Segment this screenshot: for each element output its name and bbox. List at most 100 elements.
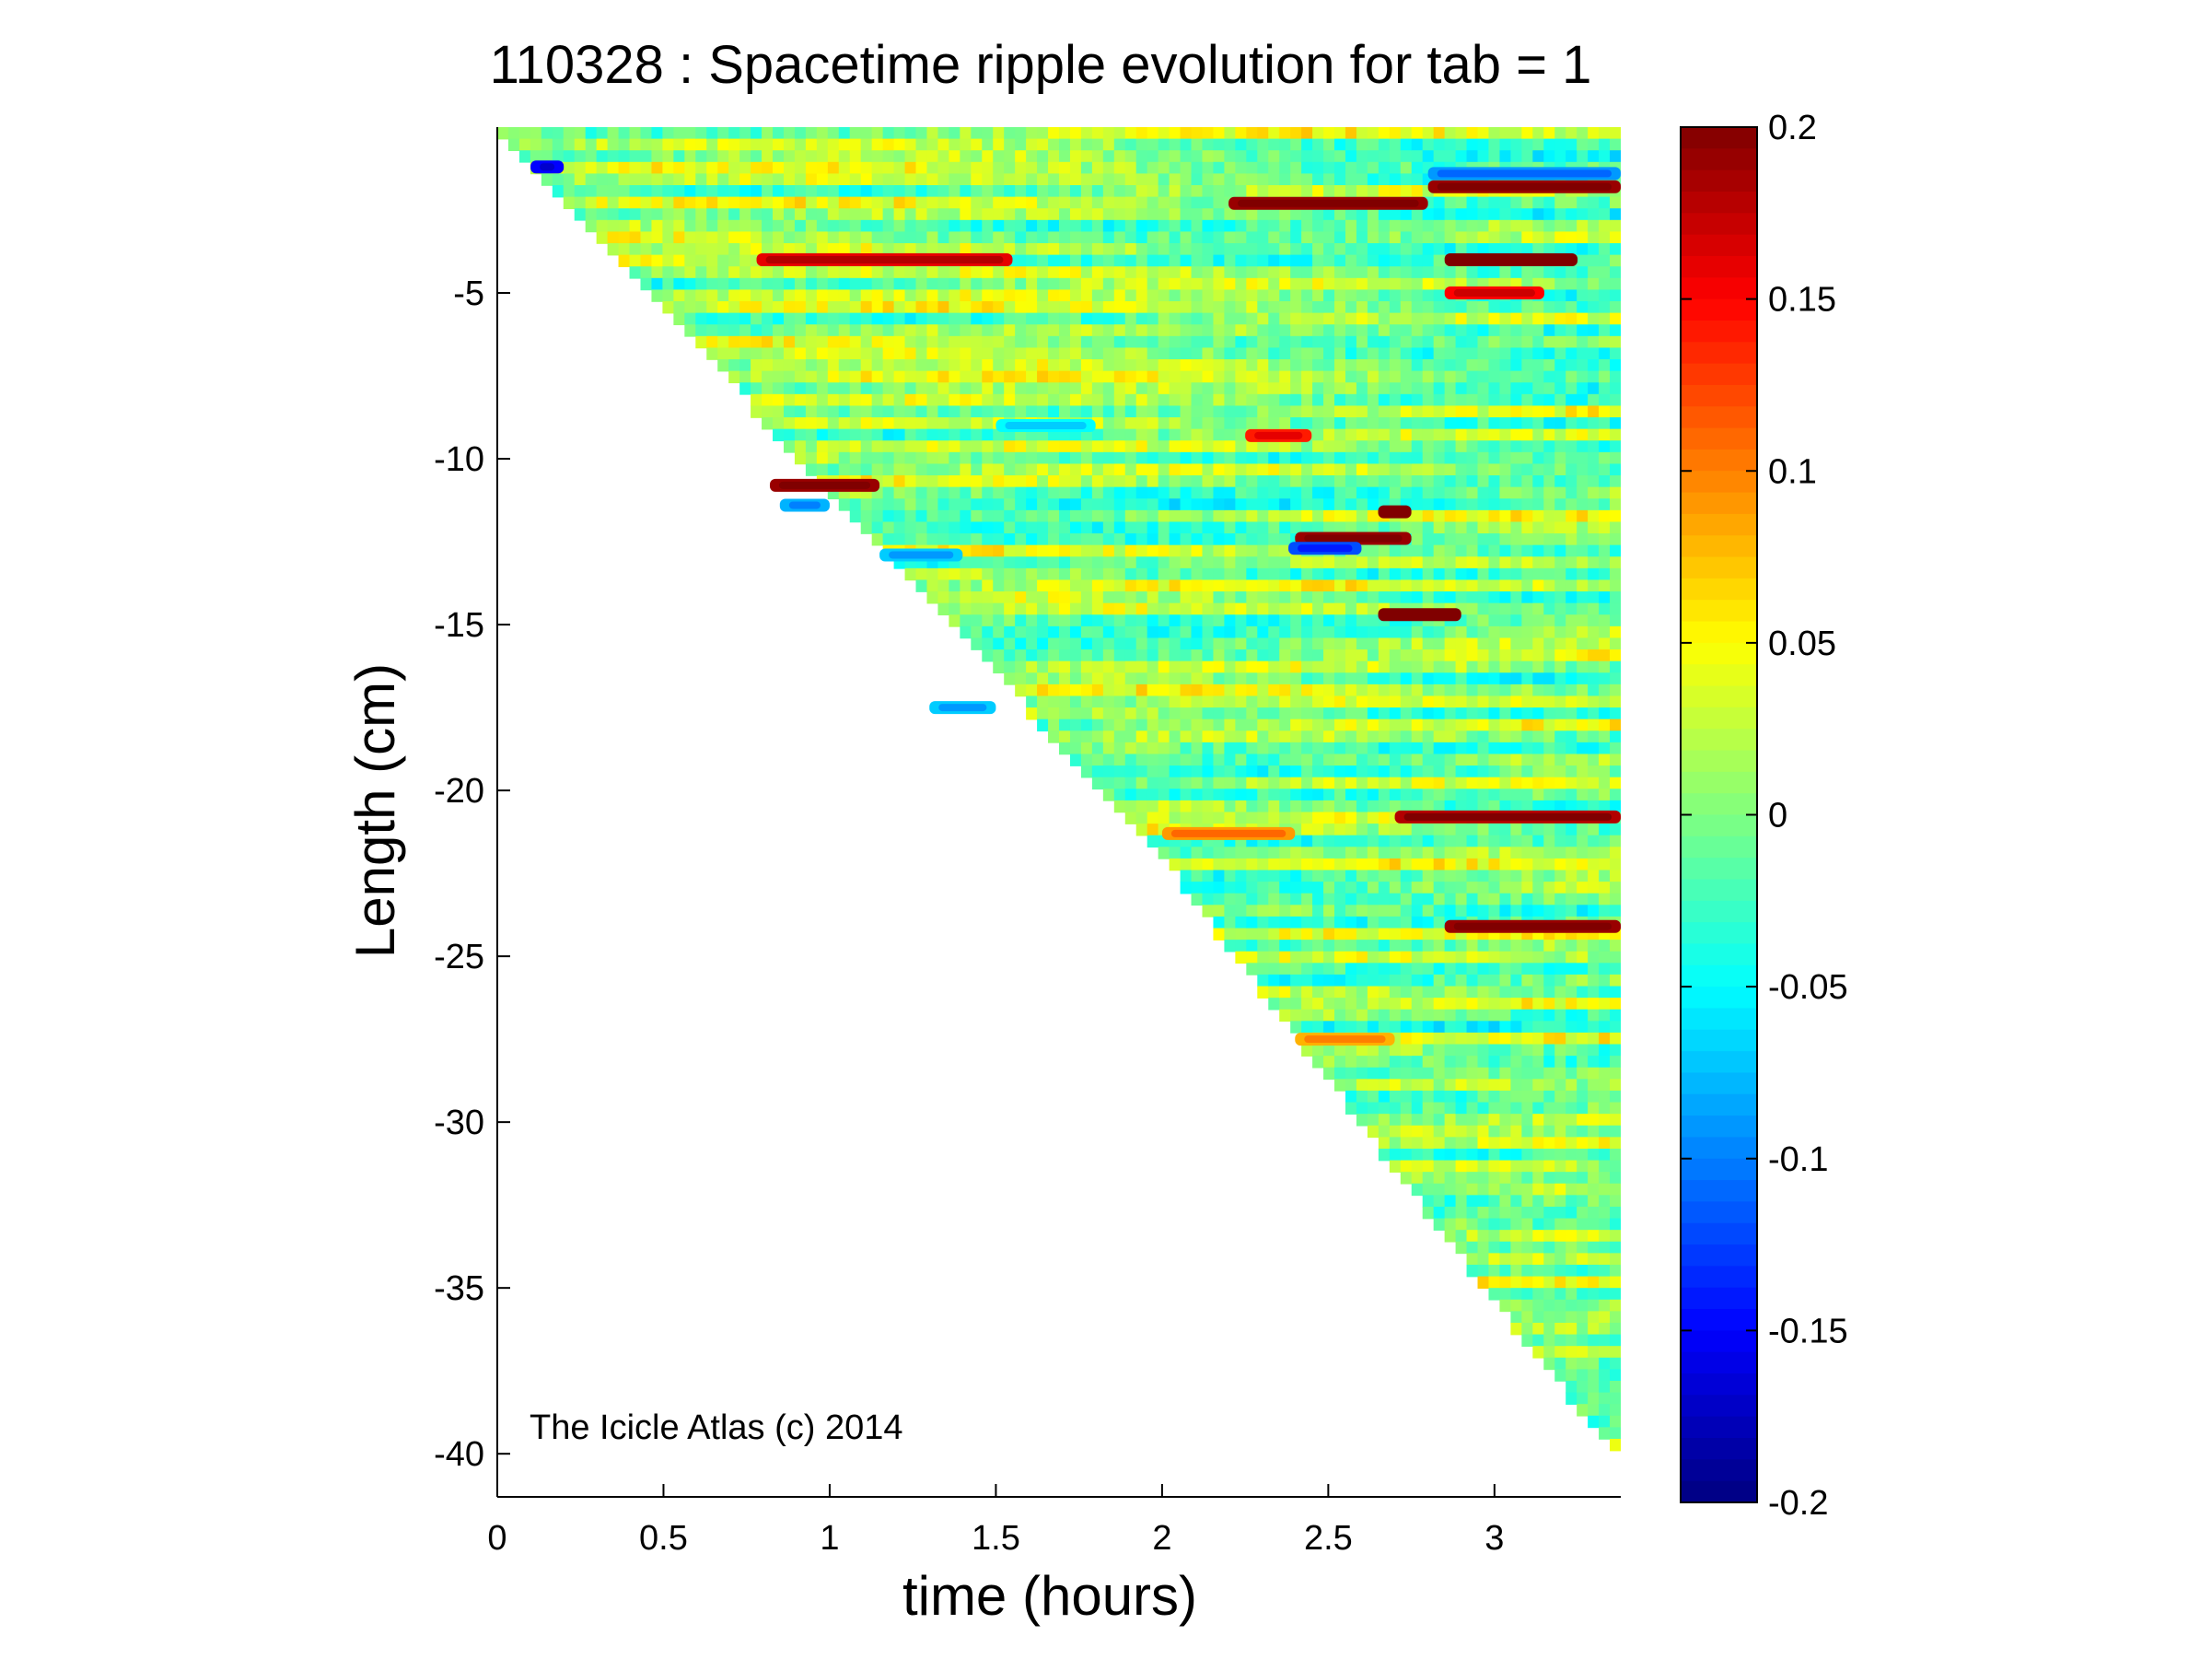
heatmap-cell: [904, 509, 917, 523]
heatmap-cell: [1499, 1021, 1512, 1034]
heatmap-cell: [1521, 824, 1534, 836]
heatmap-cell: [751, 231, 763, 244]
heatmap-cell: [1158, 591, 1170, 604]
heatmap-cell: [1477, 730, 1490, 743]
heatmap-cell: [1554, 417, 1566, 430]
heatmap-cell: [993, 335, 1005, 349]
heatmap-cell: [1124, 289, 1137, 302]
heatmap-cell: [1367, 301, 1380, 314]
heatmap-cell: [1521, 963, 1534, 976]
heatmap-cell: [1532, 1253, 1545, 1266]
heatmap-cell: [1488, 475, 1501, 488]
heatmap-cell: [1433, 521, 1446, 534]
heatmap-cell: [1521, 835, 1534, 848]
heatmap-cell: [1102, 625, 1115, 639]
heatmap-cell: [1543, 625, 1556, 639]
heatmap-cell: [794, 451, 807, 465]
heatmap-cell: [1477, 765, 1490, 778]
heatmap-cell: [1532, 243, 1545, 256]
heatmap-cell: [1510, 742, 1523, 755]
heatmap-cell: [1124, 208, 1137, 221]
heatmap-cell: [1323, 127, 1335, 140]
heatmap-cell: [915, 382, 928, 395]
heatmap-cell: [882, 243, 895, 256]
heatmap-cell: [816, 347, 829, 360]
heatmap-cell: [1411, 928, 1424, 940]
heatmap-cell: [993, 138, 1005, 152]
heatmap-cell: [1246, 893, 1259, 906]
heatmap-cell: [673, 266, 686, 279]
heatmap-cell: [1048, 521, 1060, 534]
heatmap-cell: [773, 185, 785, 198]
heatmap-cell: [1455, 451, 1468, 465]
heatmap-cell: [1510, 579, 1523, 592]
heatmap-cell: [695, 161, 708, 175]
heatmap-cell: [1455, 707, 1468, 720]
heatmap-cell: [629, 219, 642, 233]
heatmap-cell: [1301, 393, 1313, 407]
heatmap-cell: [1400, 882, 1413, 894]
heatmap-cell: [1477, 382, 1490, 395]
heatmap-cell: [1257, 509, 1270, 523]
heatmap-cell: [1301, 649, 1313, 662]
heatmap-cell: [585, 219, 598, 233]
heatmap-cell: [1191, 649, 1204, 662]
heatmap-cell: [1433, 370, 1446, 384]
heatmap-cell: [1433, 870, 1446, 882]
heatmap-cell: [871, 417, 884, 430]
heatmap-cell: [1510, 660, 1523, 674]
heatmap-cell: [1080, 544, 1093, 558]
heatmap-cell: [1102, 754, 1115, 766]
heatmap-cell: [1069, 173, 1082, 186]
heatmap-cell: [1543, 649, 1556, 662]
heatmap-cell: [1455, 1032, 1468, 1046]
heatmap-cell: [1477, 1021, 1490, 1034]
heatmap-cell: [1455, 777, 1468, 790]
heatmap-cell: [1477, 951, 1490, 964]
heatmap-cell: [993, 127, 1005, 140]
heatmap-cell: [1135, 614, 1148, 627]
heatmap-cell: [1213, 882, 1226, 894]
heatmap-cell: [1400, 127, 1413, 140]
heatmap-cell: [1323, 835, 1335, 848]
heatmap-cell: [882, 196, 895, 210]
heatmap-cell: [1466, 847, 1479, 859]
heatmap-cell: [1543, 1299, 1556, 1313]
heatmap-cell: [1147, 196, 1159, 210]
heatmap-cell: [1158, 800, 1170, 813]
heatmap-cell: [1169, 533, 1182, 546]
heatmap-cell: [563, 127, 576, 140]
heatmap-cell: [1433, 591, 1446, 604]
heatmap-cell: [949, 219, 961, 233]
heatmap-cell: [1411, 579, 1424, 592]
heatmap-cell: [1191, 335, 1204, 349]
heatmap-cell: [1124, 428, 1137, 442]
heatmap-cell: [1048, 405, 1060, 418]
heatmap-cell: [662, 266, 675, 279]
heatmap-cell: [1080, 208, 1093, 221]
heatmap-cell: [1356, 1021, 1368, 1034]
heatmap-cell: [762, 173, 774, 186]
heatmap-cell: [1323, 1009, 1335, 1022]
heatmap-cell: [1521, 1079, 1534, 1092]
heatmap-cell: [1268, 986, 1281, 999]
heatmap-cell: [507, 138, 520, 152]
heatmap-cell: [1499, 533, 1512, 546]
heatmap-cell: [1466, 1137, 1479, 1150]
heatmap-cell: [971, 196, 984, 210]
heatmap-cell: [574, 127, 587, 140]
heatmap-cell: [618, 219, 631, 233]
heatmap-cell: [1400, 940, 1413, 952]
heatmap-cell: [1488, 1067, 1501, 1081]
heatmap-cell: [1180, 672, 1193, 685]
heatmap-cell: [1532, 1288, 1545, 1301]
heatmap-cell: [1367, 185, 1380, 198]
heatmap-cell: [1224, 754, 1237, 766]
heatmap-cell: [937, 266, 950, 279]
heatmap-cell: [1378, 1114, 1391, 1127]
heatmap-cell: [937, 173, 950, 186]
heatmap-cell: [1521, 405, 1534, 418]
heatmap-cell: [1312, 150, 1324, 163]
heatmap-cell: [1345, 393, 1357, 407]
heatmap-cell: [949, 405, 961, 418]
